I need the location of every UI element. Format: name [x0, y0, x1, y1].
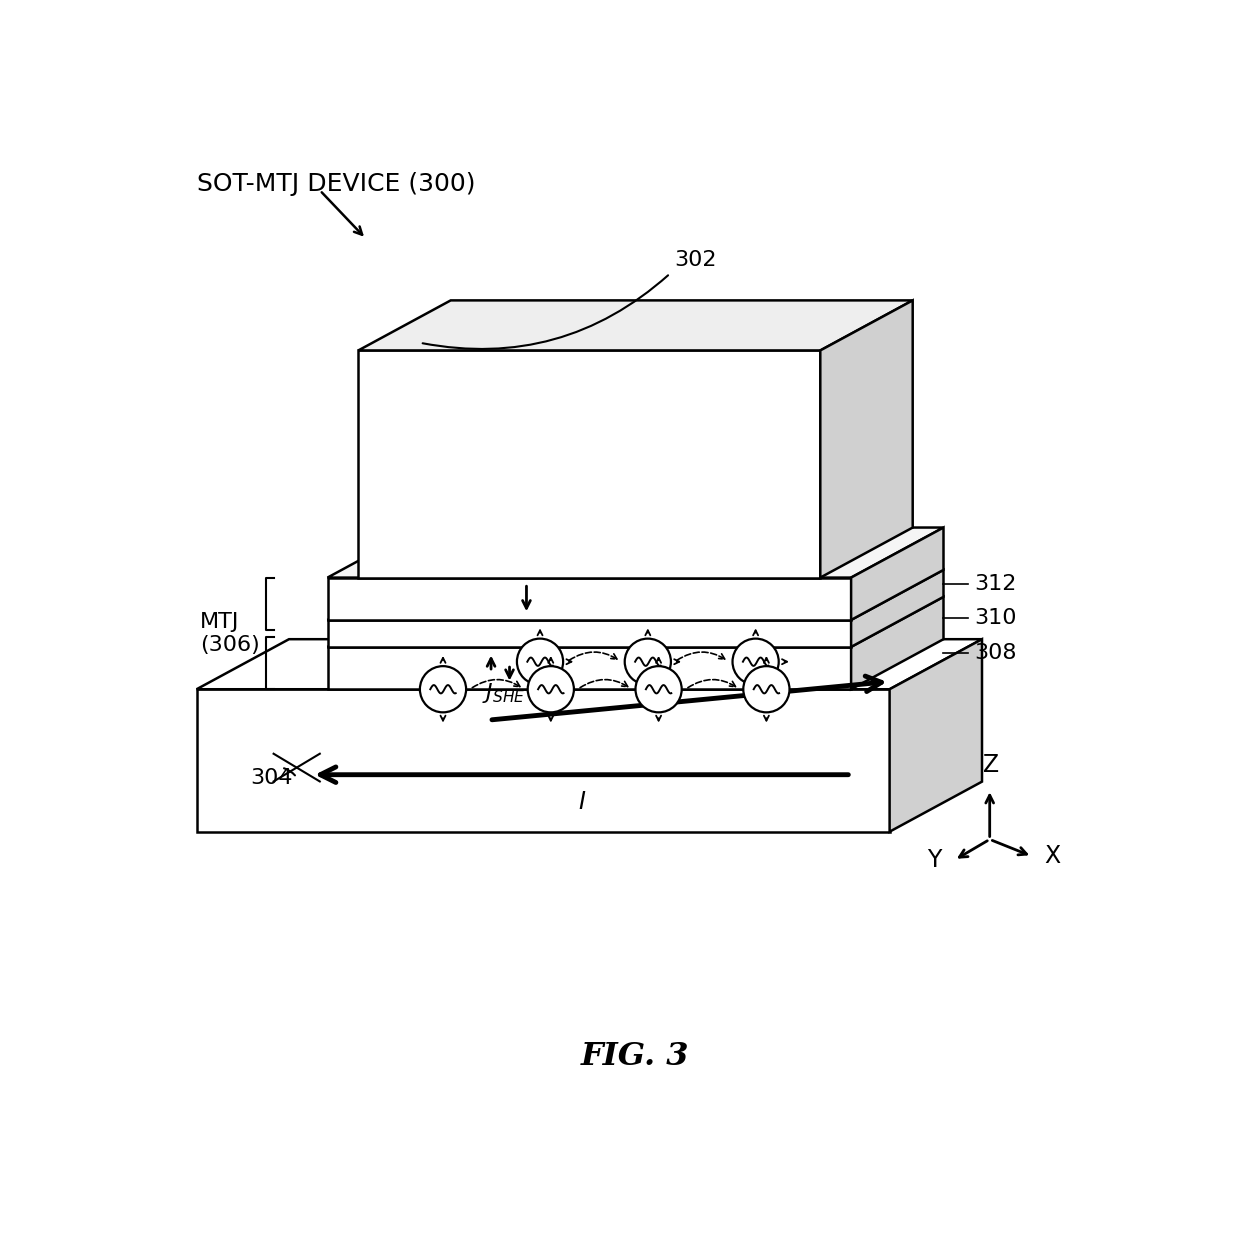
Text: Z: Z	[983, 752, 999, 777]
Circle shape	[733, 639, 779, 685]
Polygon shape	[327, 527, 944, 577]
FancyArrowPatch shape	[423, 275, 668, 349]
FancyArrowPatch shape	[688, 680, 735, 687]
Text: Y: Y	[928, 848, 942, 873]
FancyArrowPatch shape	[677, 652, 725, 660]
Polygon shape	[851, 597, 944, 690]
Text: $J_{SHE}$: $J_{SHE}$	[481, 681, 525, 705]
Polygon shape	[327, 597, 944, 647]
Polygon shape	[358, 351, 821, 577]
Polygon shape	[358, 300, 913, 351]
Text: X: X	[1044, 844, 1060, 869]
Text: 302: 302	[675, 249, 717, 269]
Circle shape	[517, 639, 563, 685]
Circle shape	[528, 666, 574, 712]
Polygon shape	[889, 640, 982, 831]
Circle shape	[635, 666, 682, 712]
Text: SOT-MTJ DEVICE (300): SOT-MTJ DEVICE (300)	[197, 172, 475, 195]
Polygon shape	[821, 300, 913, 577]
Polygon shape	[851, 527, 944, 620]
Polygon shape	[327, 620, 851, 647]
Circle shape	[420, 666, 466, 712]
Circle shape	[625, 639, 671, 685]
Polygon shape	[197, 640, 982, 690]
Polygon shape	[851, 570, 944, 647]
Text: 304: 304	[250, 767, 293, 788]
Text: 312: 312	[975, 573, 1017, 593]
Polygon shape	[327, 577, 851, 620]
Polygon shape	[197, 690, 889, 831]
Polygon shape	[327, 570, 944, 620]
FancyArrowPatch shape	[472, 680, 520, 687]
FancyArrowPatch shape	[284, 769, 295, 775]
Circle shape	[743, 666, 790, 712]
Polygon shape	[327, 647, 851, 690]
Text: 310: 310	[975, 608, 1017, 629]
FancyArrowPatch shape	[580, 680, 627, 687]
FancyArrowPatch shape	[569, 652, 618, 660]
Text: FIG. 3: FIG. 3	[582, 1040, 689, 1072]
Text: MTJ
(306): MTJ (306)	[200, 612, 259, 655]
Text: I: I	[578, 790, 585, 814]
Text: 308: 308	[975, 644, 1017, 664]
